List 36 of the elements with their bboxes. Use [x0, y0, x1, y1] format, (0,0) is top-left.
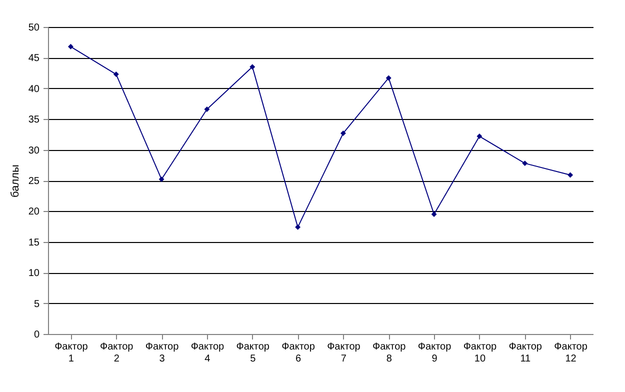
y-tick-label: 25	[28, 176, 40, 187]
y-tick-label: 5	[34, 298, 40, 310]
y-tick-label: 20	[28, 206, 40, 218]
point	[340, 130, 346, 136]
x-tick-label: Фактор 2	[100, 342, 134, 364]
point	[431, 212, 437, 218]
y-tick-label: 0	[34, 330, 40, 340]
point	[158, 176, 164, 182]
point	[204, 106, 210, 112]
y-tick-label: 45	[28, 53, 40, 64]
x-tick-label: Фактор 7	[327, 342, 361, 364]
x-tick-label: Фактор 3	[145, 342, 180, 364]
y-tick-label: 35	[28, 114, 40, 126]
y-tick-label: 15	[28, 237, 40, 248]
point	[568, 172, 574, 178]
point	[386, 75, 392, 81]
y-axis-title: баллы	[9, 164, 22, 198]
x-tick-label: Фактор 8	[372, 342, 406, 364]
point	[113, 72, 119, 78]
x-tick-label: Фактор 1	[54, 342, 88, 364]
x-tick-label: Фактор 5	[236, 342, 270, 364]
y-tick-label: 30	[28, 145, 40, 156]
x-tick-label: Фактор 10	[463, 342, 498, 364]
point	[68, 44, 74, 50]
point	[522, 160, 528, 166]
x-tick-label: Фактор 11	[508, 342, 542, 364]
y-tick-label: 10	[28, 268, 40, 280]
x-tick-label: Фактор 9	[418, 342, 452, 364]
point	[476, 134, 482, 140]
x-tick-label: Фактор 12	[554, 342, 588, 364]
point	[295, 224, 301, 230]
y-tick-label: 40	[28, 84, 40, 95]
x-tick-label: Фактор 6	[282, 342, 316, 364]
point	[250, 64, 256, 70]
y-tick-label: 50	[28, 22, 40, 34]
x-tick-label: Фактор 4	[190, 342, 225, 364]
